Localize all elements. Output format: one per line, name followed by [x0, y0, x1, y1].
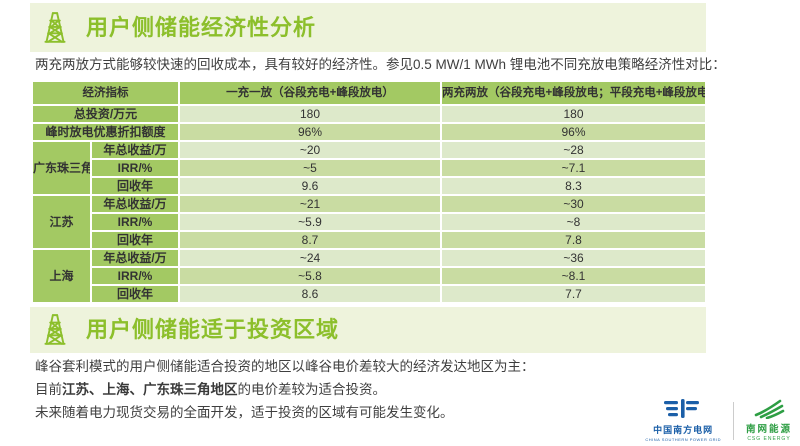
- power-grid-logo-icon: [664, 399, 700, 418]
- row-label: 年总收益/万: [92, 196, 178, 212]
- value-cell: ~5.8: [180, 268, 440, 284]
- value-cell: ~20: [180, 142, 440, 158]
- section1-header-band: 用户侧储能经济性分析: [30, 3, 706, 52]
- table-row: IRR/% ~5.8 ~8.1: [33, 268, 705, 284]
- table-row: 回收年 8.7 7.8: [33, 232, 705, 248]
- strategy2-header-cell: 两充两放（谷段充电+峰段放电；平段充电+峰段放电）: [442, 82, 705, 104]
- note-line-2: 目前江苏、上海、广东珠三角地区的电价差较为适合投资。: [35, 378, 655, 401]
- value-cell: ~24: [180, 250, 440, 266]
- logo-divider: [732, 401, 734, 440]
- section2-header-band: 用户侧储能适于投资区域: [30, 307, 706, 353]
- value-cell: 9.6: [180, 178, 440, 194]
- table-row: IRR/% ~5.9 ~8: [33, 214, 705, 230]
- value-cell: 8.6: [180, 286, 440, 302]
- investment-notes: 峰谷套利模式的用户侧储能适合投资的地区以峰谷电价差较大的经济发达地区为主： 目前…: [35, 355, 655, 424]
- value-cell: ~8.1: [442, 268, 705, 284]
- energy-logo-caption: CSG ENERGY: [747, 436, 791, 442]
- value-cell: 7.7: [442, 286, 705, 302]
- region-label: 江苏: [33, 196, 90, 248]
- value-cell: ~28: [442, 142, 705, 158]
- pylon-icon: [44, 11, 66, 43]
- table-row: 回收年 9.6 8.3: [33, 178, 705, 194]
- value-cell: 180: [442, 106, 705, 122]
- section1-title: 用户侧储能经济性分析: [86, 14, 317, 40]
- power-grid-logo-text: 中国南方电网: [653, 425, 714, 435]
- table-row: 江苏 年总收益/万 ~21 ~30: [33, 196, 705, 248]
- row-label: 年总收益/万: [92, 250, 178, 266]
- value-cell: ~36: [442, 250, 705, 266]
- value-cell: 7.8: [442, 232, 705, 248]
- region-label: 广东珠三角: [33, 142, 90, 194]
- row-label: IRR/%: [92, 160, 178, 176]
- table-row: 回收年 8.6 7.7: [33, 286, 705, 302]
- strategy1-header-cell: 一充一放（谷段充电+峰段放电）: [180, 82, 440, 104]
- footer-logos: 中国南方电网 CHINA SOUTHERN POWER GRID 南网能源 CS…: [645, 399, 792, 442]
- energy-leaf-icon: [754, 399, 785, 419]
- table-header-row: 经济指标 一充一放（谷段充电+峰段放电） 两充两放（谷段充电+峰段放电；平段充电…: [33, 82, 705, 104]
- table-row: 总投资/万元 180 180: [33, 106, 705, 122]
- table-row: 上海 年总收益/万 ~24 ~36: [33, 250, 705, 302]
- intro-text: 两充两放方式能够较快速的回收成本，具有较好的经济性。参见0.5 MW/1 MWh…: [35, 57, 726, 72]
- row-label: IRR/%: [92, 214, 178, 230]
- value-cell: ~7.1: [442, 160, 705, 176]
- note-line-2-regions: 江苏、上海、广东珠三角地区: [62, 382, 238, 397]
- table-row: 广东珠三角 年总收益/万 ~20 ~28: [33, 142, 705, 194]
- table-row: 峰时放电优惠折扣额度 96% 96%: [33, 124, 705, 140]
- value-cell: 8.3: [442, 178, 705, 194]
- value-cell: 96%: [180, 124, 440, 140]
- row-label: IRR/%: [92, 268, 178, 284]
- table-row: IRR/% ~5 ~7.1: [33, 160, 705, 176]
- note-line-2-suffix: 的电价差较为适合投资。: [237, 382, 387, 397]
- power-grid-logo-caption: CHINA SOUTHERN POWER GRID: [645, 437, 721, 442]
- row-label: 回收年: [92, 178, 178, 194]
- value-cell: ~5: [180, 160, 440, 176]
- row-label: 回收年: [92, 232, 178, 248]
- value-cell: 180: [180, 106, 440, 122]
- value-cell: ~21: [180, 196, 440, 212]
- row-label: 年总收益/万: [92, 142, 178, 158]
- csg-energy-logo: 南网能源 CSG ENERGY: [746, 399, 792, 442]
- region-label: 上海: [33, 250, 90, 302]
- row-label: 峰时放电优惠折扣额度: [33, 124, 178, 140]
- energy-logo-text: 南网能源: [745, 424, 792, 435]
- section2-title: 用户侧储能适于投资区域: [86, 317, 340, 342]
- china-southern-power-grid-logo: 中国南方电网 CHINA SOUTHERN POWER GRID: [645, 399, 721, 442]
- note-line-1: 峰谷套利模式的用户侧储能适合投资的地区以峰谷电价差较大的经济发达地区为主：: [35, 359, 535, 374]
- value-cell: ~8: [442, 214, 705, 230]
- value-cell: ~30: [442, 196, 705, 212]
- row-label: 回收年: [92, 286, 178, 302]
- value-cell: 96%: [442, 124, 705, 140]
- value-cell: ~5.9: [180, 214, 440, 230]
- note-line-3: 未来随着电力现货交易的全面开发，适于投资的区域有可能发生变化。: [35, 405, 454, 420]
- note-line-2-prefix: 目前: [35, 382, 62, 397]
- economics-table: 经济指标 一充一放（谷段充电+峰段放电） 两充两放（谷段充电+峰段放电；平段充电…: [31, 80, 707, 304]
- pylon-icon: [44, 314, 66, 345]
- row-label: 总投资/万元: [33, 106, 178, 122]
- value-cell: 8.7: [180, 232, 440, 248]
- corner-header-cell: 经济指标: [33, 82, 178, 104]
